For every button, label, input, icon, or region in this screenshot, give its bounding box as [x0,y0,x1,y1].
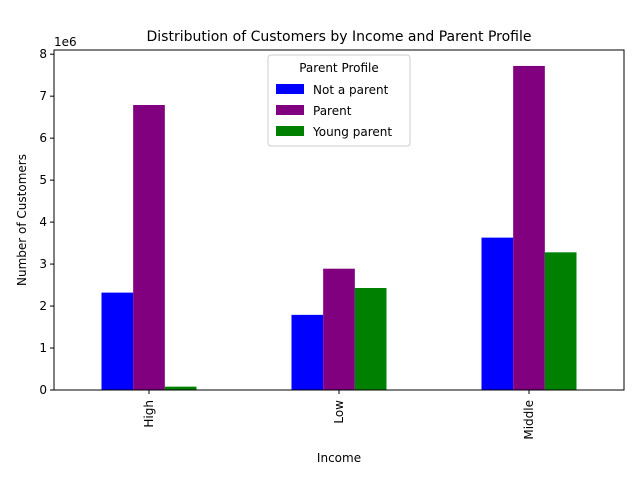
legend-swatch [276,126,304,136]
x-tick-label: Middle [522,400,536,440]
x-tick-label: Low [332,400,346,424]
legend-label: Young parent [312,125,392,139]
bar-not-a-parent-low [291,314,324,390]
y-tick-label: 1 [39,341,47,355]
bar-not-a-parent-middle [481,237,514,390]
bar-young-parent-middle [544,252,577,390]
bar-parent-high [133,104,165,390]
legend-swatch [276,84,304,94]
bars-group [101,65,577,390]
chart-title: Distribution of Customers by Income and … [147,29,532,45]
y-tick-label: 7 [39,89,47,103]
plot-frame [53,49,625,391]
bar-not-a-parent-high [101,292,134,390]
x-axis: High Low Middle [142,390,536,440]
bar-parent-middle [513,65,545,390]
y-tick-label: 2 [39,299,47,313]
y-axis-label: Number of Customers [15,154,29,286]
y-tick-label: 3 [39,257,47,271]
bar-parent-low [323,268,355,390]
x-axis-label: Income [317,451,361,465]
legend-label: Parent [313,104,352,118]
x-tick-label: High [142,400,156,428]
bar-young-parent-high [164,386,197,390]
y-tick-label: 6 [39,131,47,145]
y-tick-label: 0 [39,383,47,397]
y-multiplier-label: 1e6 [54,35,77,49]
legend-frame [267,54,411,147]
bar-young-parent-low [354,288,387,390]
y-axis: 0 1 2 3 4 5 6 7 8 [39,47,54,397]
legend-label: Not a parent [313,83,389,97]
legend-swatch [276,105,304,115]
y-tick-label: 5 [39,173,47,187]
legend-title: Parent Profile [299,61,379,75]
y-tick-label: 8 [39,47,47,61]
y-tick-label: 4 [39,215,47,229]
legend: Parent Profile Not a parent Parent Young p… [267,54,411,147]
